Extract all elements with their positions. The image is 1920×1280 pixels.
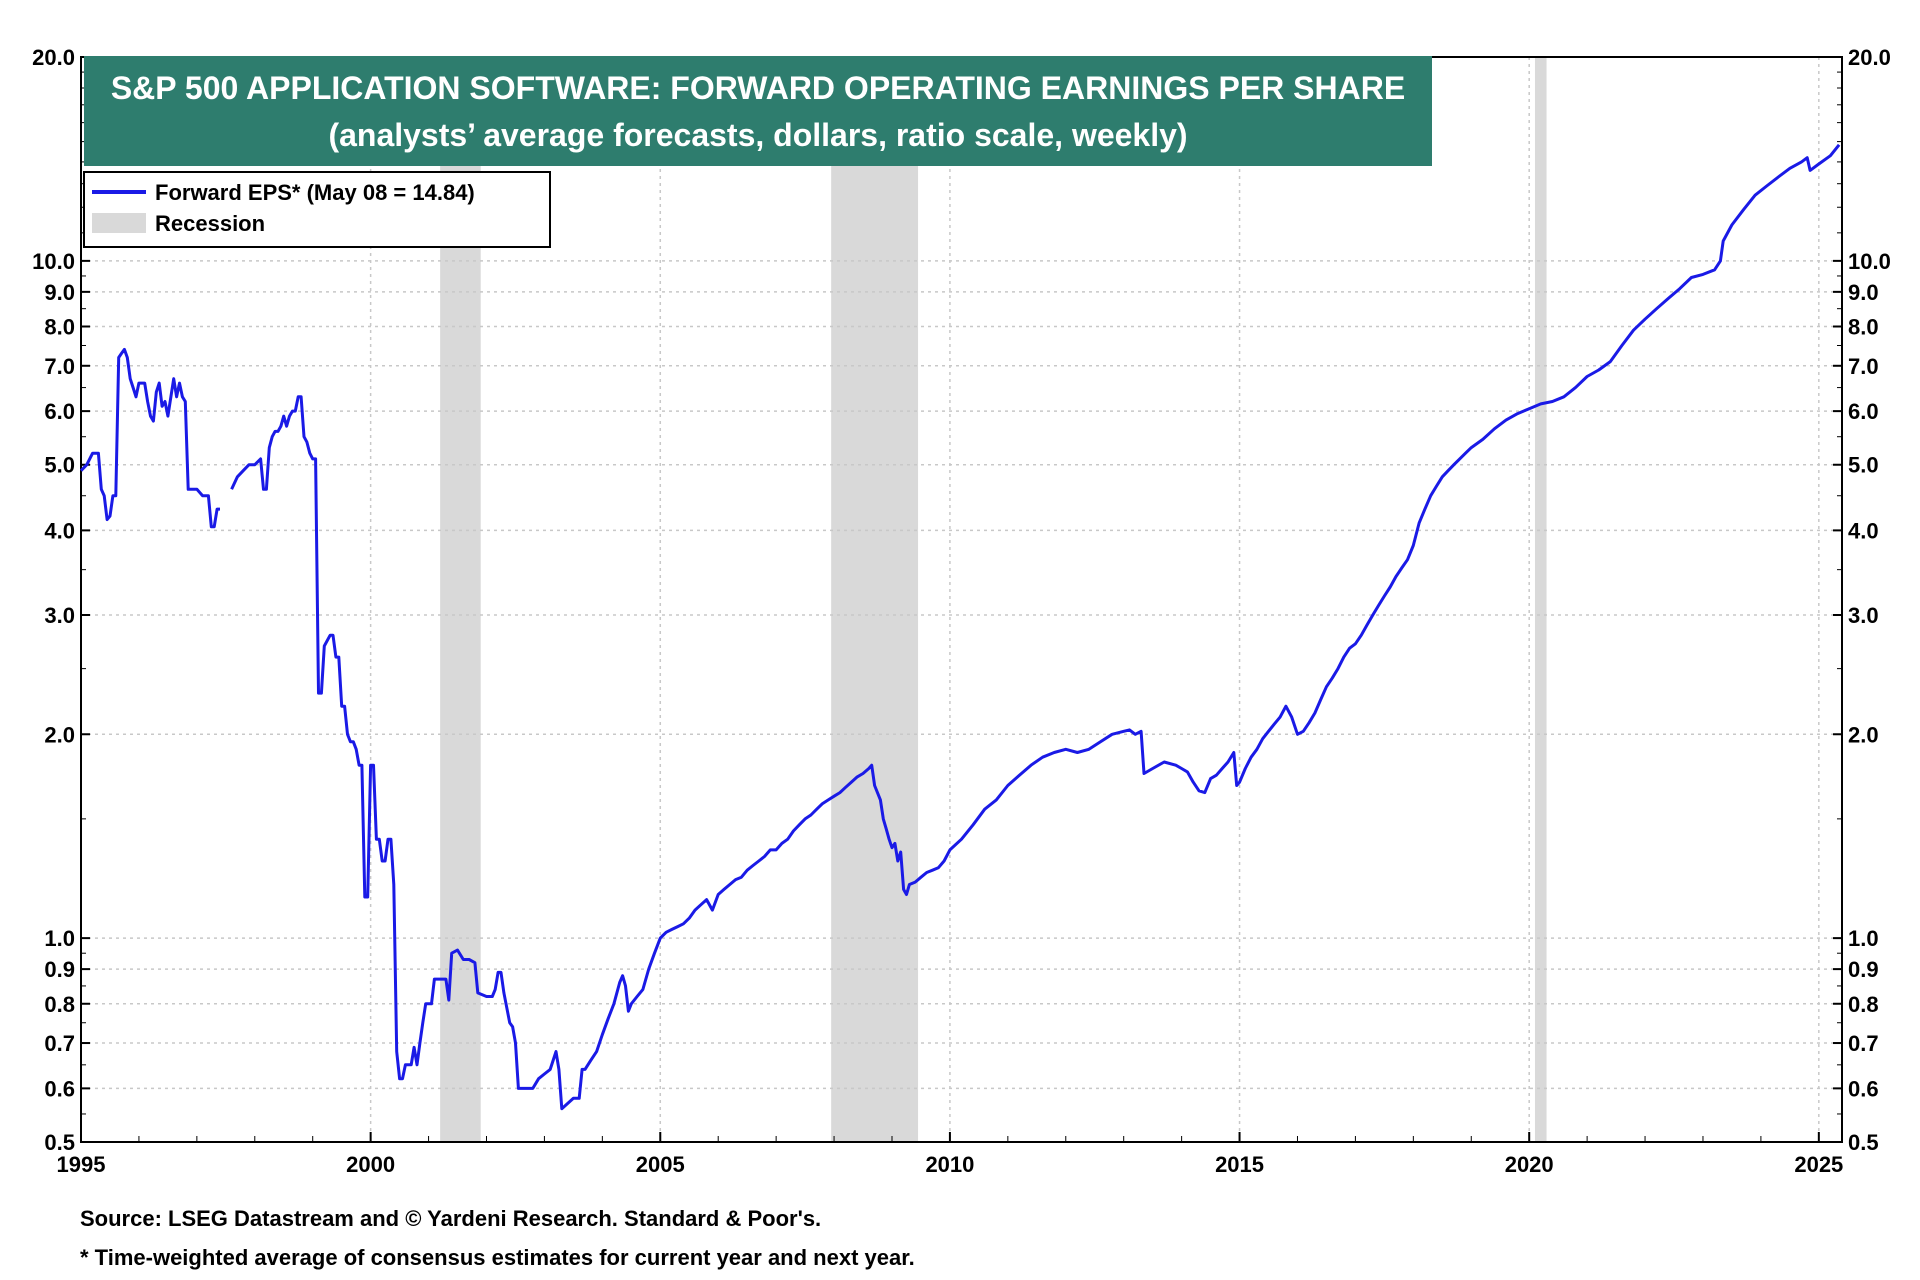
y-tick-label-right: 0.8	[1848, 992, 1879, 1017]
y-tick-label-left: 0.6	[44, 1076, 75, 1101]
y-tick-label-right: 7.0	[1848, 354, 1879, 379]
y-tick-label-left: 9.0	[44, 280, 75, 305]
y-tick-label-right: 9.0	[1848, 280, 1879, 305]
y-tick-label-right: 2.0	[1848, 722, 1879, 747]
y-tick-label-left: 8.0	[44, 315, 75, 340]
y-tick-label-left: 20.0	[32, 45, 75, 70]
y-tick-label-right: 1.0	[1848, 926, 1879, 951]
recession-band	[1534, 57, 1547, 1142]
series-layer	[79, 143, 1841, 1111]
source-note: Source: LSEG Datastream and © Yardeni Re…	[80, 1206, 822, 1231]
y-tick-label-right: 6.0	[1848, 399, 1879, 424]
y-tick-label-left: 6.0	[44, 399, 75, 424]
legend-recession-swatch	[92, 213, 146, 233]
y-tick-label-left: 4.0	[44, 518, 75, 543]
recession-band	[831, 57, 919, 1142]
y-tick-label-right: 5.0	[1848, 453, 1879, 478]
y-tick-label-right: 4.0	[1848, 518, 1879, 543]
y-tick-label-right: 0.7	[1848, 1031, 1879, 1056]
y-tick-label-right: 0.6	[1848, 1076, 1879, 1101]
chart-title-box: S&P 500 APPLICATION SOFTWARE: FORWARD OP…	[84, 56, 1432, 166]
axis-ticks: 0.5 0.5 0.6 0.6 0.7 0.7 0.8 0.8 0.9 0.9 1.0 1.0 2.0 2…	[32, 45, 1891, 1177]
y-tick-label-left: 7.0	[44, 354, 75, 379]
series-line-forward-eps	[79, 347, 220, 529]
x-tick-label: 2010	[925, 1152, 974, 1177]
y-tick-label-left: 2.0	[44, 722, 75, 747]
y-tick-label-right: 10.0	[1848, 249, 1891, 274]
y-tick-label-right: 0.5	[1848, 1130, 1879, 1155]
y-tick-label-right: 3.0	[1848, 603, 1879, 628]
legend-recession-label: Recession	[155, 211, 265, 236]
y-tick-label-left: 0.9	[44, 957, 75, 982]
y-tick-label-left: 3.0	[44, 603, 75, 628]
x-tick-label: 2025	[1794, 1152, 1843, 1177]
y-tick-label-left: 0.5	[44, 1130, 75, 1155]
series-line-forward-eps	[230, 143, 1841, 1111]
chart-subtitle: (analysts’ average forecasts, dollars, r…	[328, 117, 1187, 153]
x-tick-label: 2020	[1505, 1152, 1554, 1177]
estimate-note: * Time-weighted average of consensus est…	[80, 1245, 915, 1270]
legend-series-label: Forward EPS* (May 08 = 14.84)	[155, 180, 475, 205]
title-background	[84, 56, 1432, 166]
grid-lines	[81, 57, 1842, 1142]
x-tick-label: 2000	[346, 1152, 395, 1177]
y-tick-label-left: 1.0	[44, 926, 75, 951]
y-tick-label-left: 0.7	[44, 1031, 75, 1056]
x-tick-label: 1995	[57, 1152, 106, 1177]
chart-title: S&P 500 APPLICATION SOFTWARE: FORWARD OP…	[111, 70, 1405, 106]
y-tick-label-right: 0.9	[1848, 957, 1879, 982]
y-tick-label-left: 10.0	[32, 249, 75, 274]
y-tick-label-right: 8.0	[1848, 315, 1879, 340]
legend-box	[83, 171, 551, 248]
x-tick-label: 2015	[1215, 1152, 1264, 1177]
y-tick-label-left: 5.0	[44, 453, 75, 478]
y-tick-label-left: 0.8	[44, 992, 75, 1017]
x-tick-label: 2005	[636, 1152, 685, 1177]
legend: Forward EPS* (May 08 = 14.84) Recession	[83, 171, 551, 248]
y-tick-label-right: 20.0	[1848, 45, 1891, 70]
